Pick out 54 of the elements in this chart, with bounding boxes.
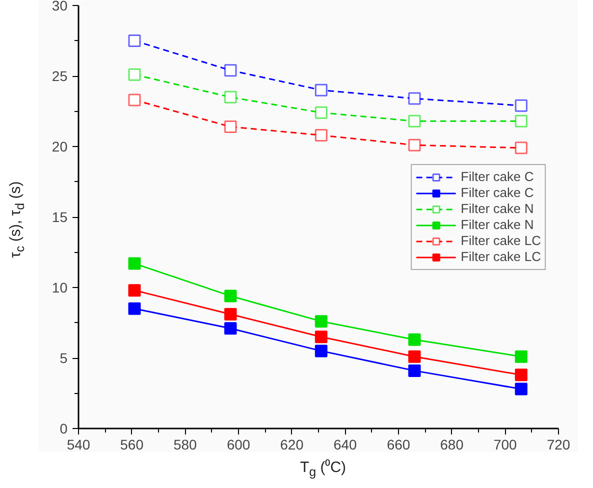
point	[408, 114, 421, 128]
x-tick-label: 700	[493, 436, 518, 452]
point	[314, 84, 328, 96]
x-tick-label: 720	[546, 436, 570, 452]
y-tick-label: 15	[52, 209, 68, 225]
point	[514, 382, 528, 396]
point	[408, 138, 421, 152]
point	[514, 350, 528, 363]
y-tick-label: 30	[52, 0, 68, 14]
point	[224, 64, 237, 77]
point	[128, 257, 141, 270]
point	[128, 68, 141, 81]
point	[314, 128, 328, 142]
point	[224, 308, 237, 321]
x-tick-label: 640	[333, 436, 358, 452]
point	[514, 142, 528, 154]
legend-label: Filter cake LC	[460, 232, 541, 248]
legend-label: Filter cake C	[460, 168, 534, 184]
x-axis-title: T$_{g}$ (⁰C)	[298, 458, 348, 481]
point	[514, 99, 528, 112]
point	[224, 322, 237, 335]
x-tick-label: 600	[226, 436, 250, 452]
x-tick-label: 680	[440, 436, 464, 452]
y-tick-label: 25	[52, 68, 68, 84]
point	[408, 333, 421, 346]
point	[314, 344, 328, 358]
y-tick-label: 10	[52, 280, 68, 296]
point	[224, 120, 237, 134]
point	[514, 368, 528, 382]
x-tick-label: 580	[173, 436, 198, 452]
legend-label: Filter cake LC	[460, 248, 541, 264]
x-tick-label: 560	[120, 436, 144, 452]
legend-label: Filter cake N	[460, 216, 534, 232]
point	[128, 94, 141, 106]
legend-label: Filter cake N	[460, 200, 534, 216]
legend-label: Filter cake C	[460, 184, 534, 200]
y-tick-label: 20	[52, 138, 68, 154]
point	[224, 90, 237, 104]
point	[314, 330, 328, 344]
point	[128, 284, 141, 297]
point	[128, 302, 141, 315]
point	[224, 290, 237, 302]
y-tick-label: 0	[60, 420, 68, 436]
y-tick-label: 5	[60, 350, 68, 366]
point	[314, 106, 328, 119]
point	[408, 350, 421, 363]
x-tick-label: 660	[386, 436, 410, 452]
x-tick-label: 540	[66, 436, 90, 452]
point	[128, 34, 141, 47]
point	[314, 315, 328, 328]
point	[514, 114, 528, 128]
point	[408, 364, 421, 377]
point	[408, 92, 421, 105]
x-tick-label: 620	[280, 436, 304, 452]
